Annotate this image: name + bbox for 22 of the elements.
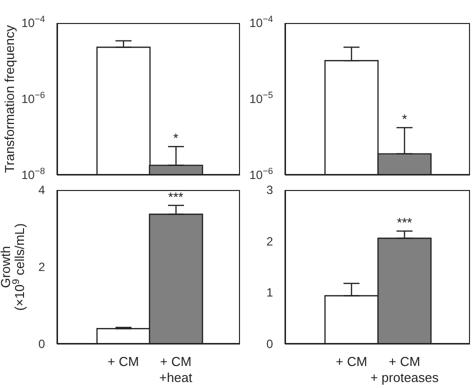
y-tick-label: 4 xyxy=(38,183,46,197)
y-tick-label: 10$^{−5}$ xyxy=(249,90,273,106)
y-tick-label: 10$^{−4}$ xyxy=(249,14,273,30)
y-tick-label: 2 xyxy=(38,260,46,274)
y-tick-label: 0 xyxy=(266,337,274,351)
y-tick-label: 10$^{−8}$ xyxy=(21,166,45,182)
y-tick-label: 10$^{−6}$ xyxy=(249,166,273,182)
x-tick-label: + CM +heat xyxy=(159,354,193,385)
y-tick-label: 0 xyxy=(38,337,46,351)
y-tick-label: 1 xyxy=(266,286,274,300)
y-axis-title: Transformation frequency xyxy=(2,24,17,173)
annotation: * xyxy=(402,112,408,127)
annotation: *** xyxy=(168,189,184,204)
annotation: * xyxy=(173,130,178,146)
y-tick-label: 10$^{−4}$ xyxy=(21,14,45,30)
y-tick-label: 3 xyxy=(266,183,274,197)
y-tick-label: 10$^{−6}$ xyxy=(21,90,45,106)
x-tick-label: + CM xyxy=(108,354,139,369)
x-tick-label: + CM + proteases xyxy=(370,354,440,385)
x-tick-label: + CM xyxy=(336,354,368,369)
annotation: *** xyxy=(396,215,412,230)
y-tick-label: 2 xyxy=(266,234,274,248)
